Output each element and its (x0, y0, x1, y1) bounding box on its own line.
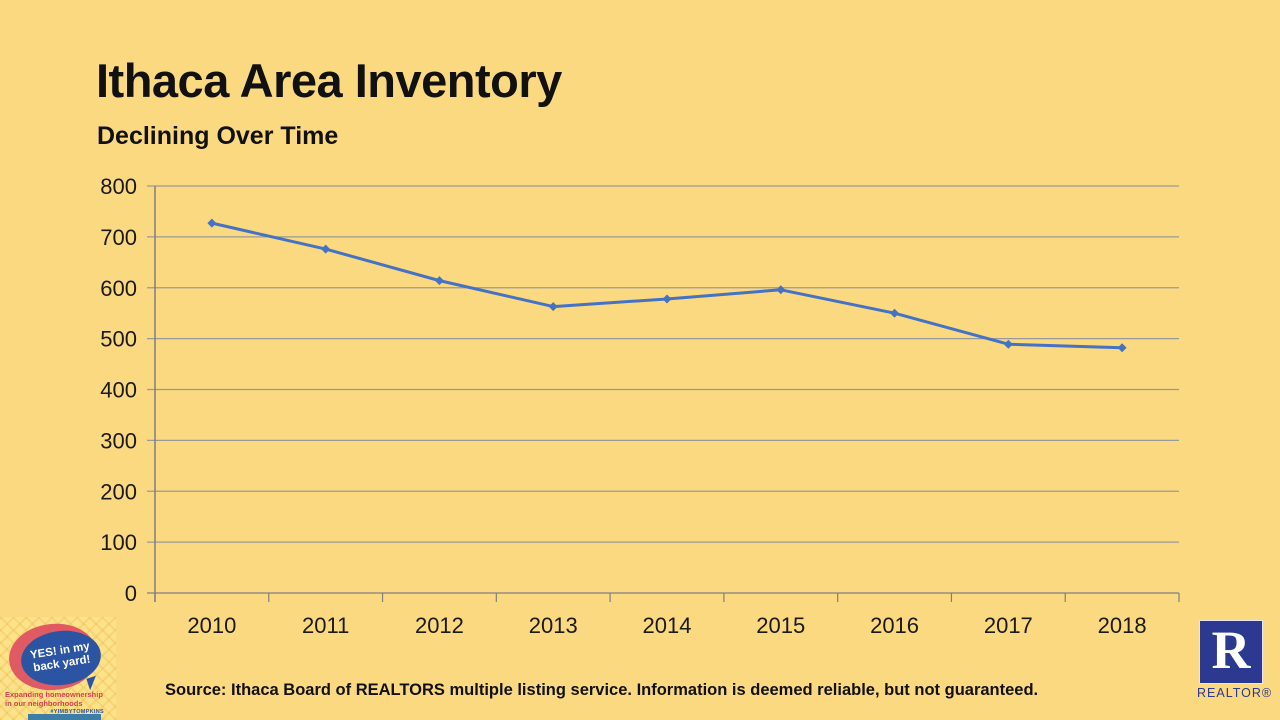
svg-text:100: 100 (100, 530, 137, 555)
svg-text:2016: 2016 (870, 613, 919, 638)
realtor-logo-square: R (1199, 620, 1263, 684)
svg-text:600: 600 (100, 276, 137, 301)
realtor-logo: R REALTOR® (1197, 620, 1273, 700)
yimby-hashtag: #YIMBYTOMPKINS (50, 709, 104, 715)
yimby-logo: YES! in my back yard! Expanding homeowne… (0, 617, 116, 720)
realtor-logo-label: REALTOR® (1197, 686, 1273, 700)
svg-text:300: 300 (100, 428, 137, 453)
svg-text:700: 700 (100, 225, 137, 250)
yimby-footer-strip (28, 714, 101, 720)
realtor-r-icon: R (1211, 620, 1251, 680)
page-subtitle: Declining Over Time (97, 122, 339, 150)
svg-text:800: 800 (100, 175, 137, 199)
page-title: Ithaca Area Inventory (96, 54, 562, 107)
svg-text:2018: 2018 (1098, 613, 1147, 638)
source-attribution: Source: Ithaca Board of REALTORS multipl… (165, 681, 1039, 699)
svg-text:0: 0 (125, 581, 137, 606)
svg-text:2012: 2012 (415, 613, 464, 638)
yimby-tagline: Expanding homeownership in our neighborh… (5, 690, 103, 709)
svg-text:200: 200 (100, 479, 137, 504)
inventory-chart-svg: 0 100 200 300 400 500 600 700 800 2010 2011 2012 201… (100, 174, 1180, 638)
svg-text:2014: 2014 (643, 613, 692, 638)
yimby-bubble-text: YES! in my back yard! (29, 640, 92, 676)
inventory-chart: 0 100 200 300 400 500 600 700 800 2010 2011 2012 201… (90, 174, 1190, 645)
svg-text:2015: 2015 (756, 613, 805, 638)
svg-text:2011: 2011 (302, 613, 349, 638)
svg-text:500: 500 (100, 327, 137, 352)
svg-text:2010: 2010 (187, 613, 236, 638)
svg-text:400: 400 (100, 378, 137, 403)
svg-text:2013: 2013 (529, 613, 578, 638)
svg-text:2017: 2017 (984, 613, 1033, 638)
yimby-bubble-tail (86, 675, 100, 691)
